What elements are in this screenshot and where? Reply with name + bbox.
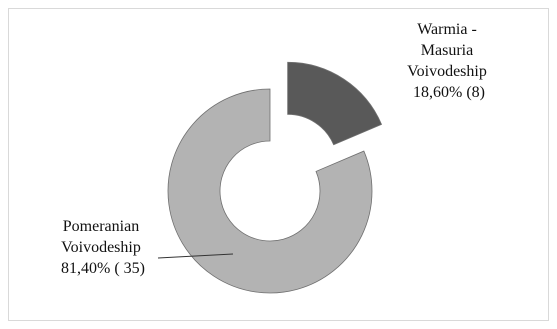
slice-label-warmia-line-1: Warmia - bbox=[417, 21, 477, 38]
slice-warmia-masuria bbox=[287, 61, 383, 146]
slice-label-pomeranian-line-1: Pomeranian bbox=[63, 218, 139, 235]
leader-line-pomeranian bbox=[157, 253, 234, 259]
slice-label-warmia-line-3: Voivodeship bbox=[407, 63, 487, 80]
slice-label-warmia: Warmia - Masuria Voivodeship 18,60% (8) bbox=[407, 21, 491, 101]
chart-border bbox=[8, 8, 549, 321]
slice-label-pomeranian: Pomeranian Voivodeship 81,40% ( 35) bbox=[61, 218, 145, 277]
slice-label-pomeranian-line-2: Voivodeship bbox=[61, 239, 141, 256]
slices-layer bbox=[167, 61, 383, 294]
slice-pomeranian bbox=[167, 88, 373, 294]
slice-label-pomeranian-line-3: 81,40% ( 35) bbox=[61, 260, 145, 277]
slice-label-warmia-line-2: Masuria bbox=[421, 42, 473, 59]
slice-label-warmia-line-4: 18,60% (8) bbox=[413, 84, 485, 101]
leaders-layer bbox=[157, 253, 234, 259]
